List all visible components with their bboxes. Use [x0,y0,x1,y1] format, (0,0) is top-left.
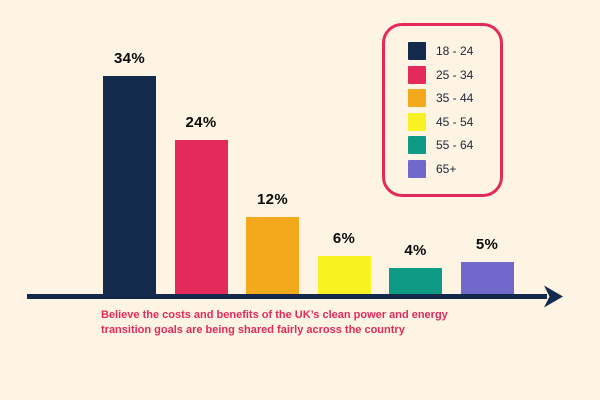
legend-swatch-icon [408,89,426,108]
legend-label: 25 - 34 [436,67,474,82]
bar-value-label: 4% [404,242,427,259]
bar-group-18-24: 34% [103,50,156,294]
legend-label: 45 - 54 [436,114,474,129]
legend: 18 - 24 25 - 34 35 - 44 45 - 54 55 - 64 65+ [382,23,503,197]
bar [246,217,299,294]
legend-swatch-icon [408,159,426,178]
legend-item: 55 - 64 [408,136,500,155]
legend-item: 25 - 34 [408,65,500,84]
bar [103,76,156,294]
legend-label: 65+ [436,161,457,176]
legend-label: 18 - 24 [436,44,474,59]
legend-swatch-icon [408,42,426,61]
legend-item: 45 - 54 [408,112,500,131]
bar [317,256,371,294]
bar-group-35-44: 12% [246,191,299,294]
bar-value-label: 24% [185,114,217,131]
caption: Believe the costs and benefits of the UK… [101,309,448,336]
bar-value-label: 6% [332,230,356,247]
legend-item: 65+ [408,159,500,178]
bar-group-55-64: 4% [389,242,442,294]
bar-group-45-54: 6% [317,230,371,294]
legend-swatch-icon [408,65,426,84]
axis-arrow-icon [544,285,563,308]
bar [174,140,228,294]
legend-swatch-icon [408,136,426,155]
bar-group-25-34: 24% [174,114,228,294]
bar-value-label: 12% [257,191,288,208]
bars-container: 34% 24% 12% 6% 4% 5% [103,50,514,294]
bar-value-label: 5% [475,236,499,253]
legend-item: 18 - 24 [408,42,500,61]
bar [389,268,442,294]
bar [460,262,514,294]
legend-label: 55 - 64 [436,138,474,153]
legend-item: 35 - 44 [408,89,500,108]
legend-label: 35 - 44 [436,91,474,106]
bar-group-65+: 5% [460,236,514,294]
legend-swatch-icon [408,112,426,131]
bar-value-label: 34% [114,50,145,67]
